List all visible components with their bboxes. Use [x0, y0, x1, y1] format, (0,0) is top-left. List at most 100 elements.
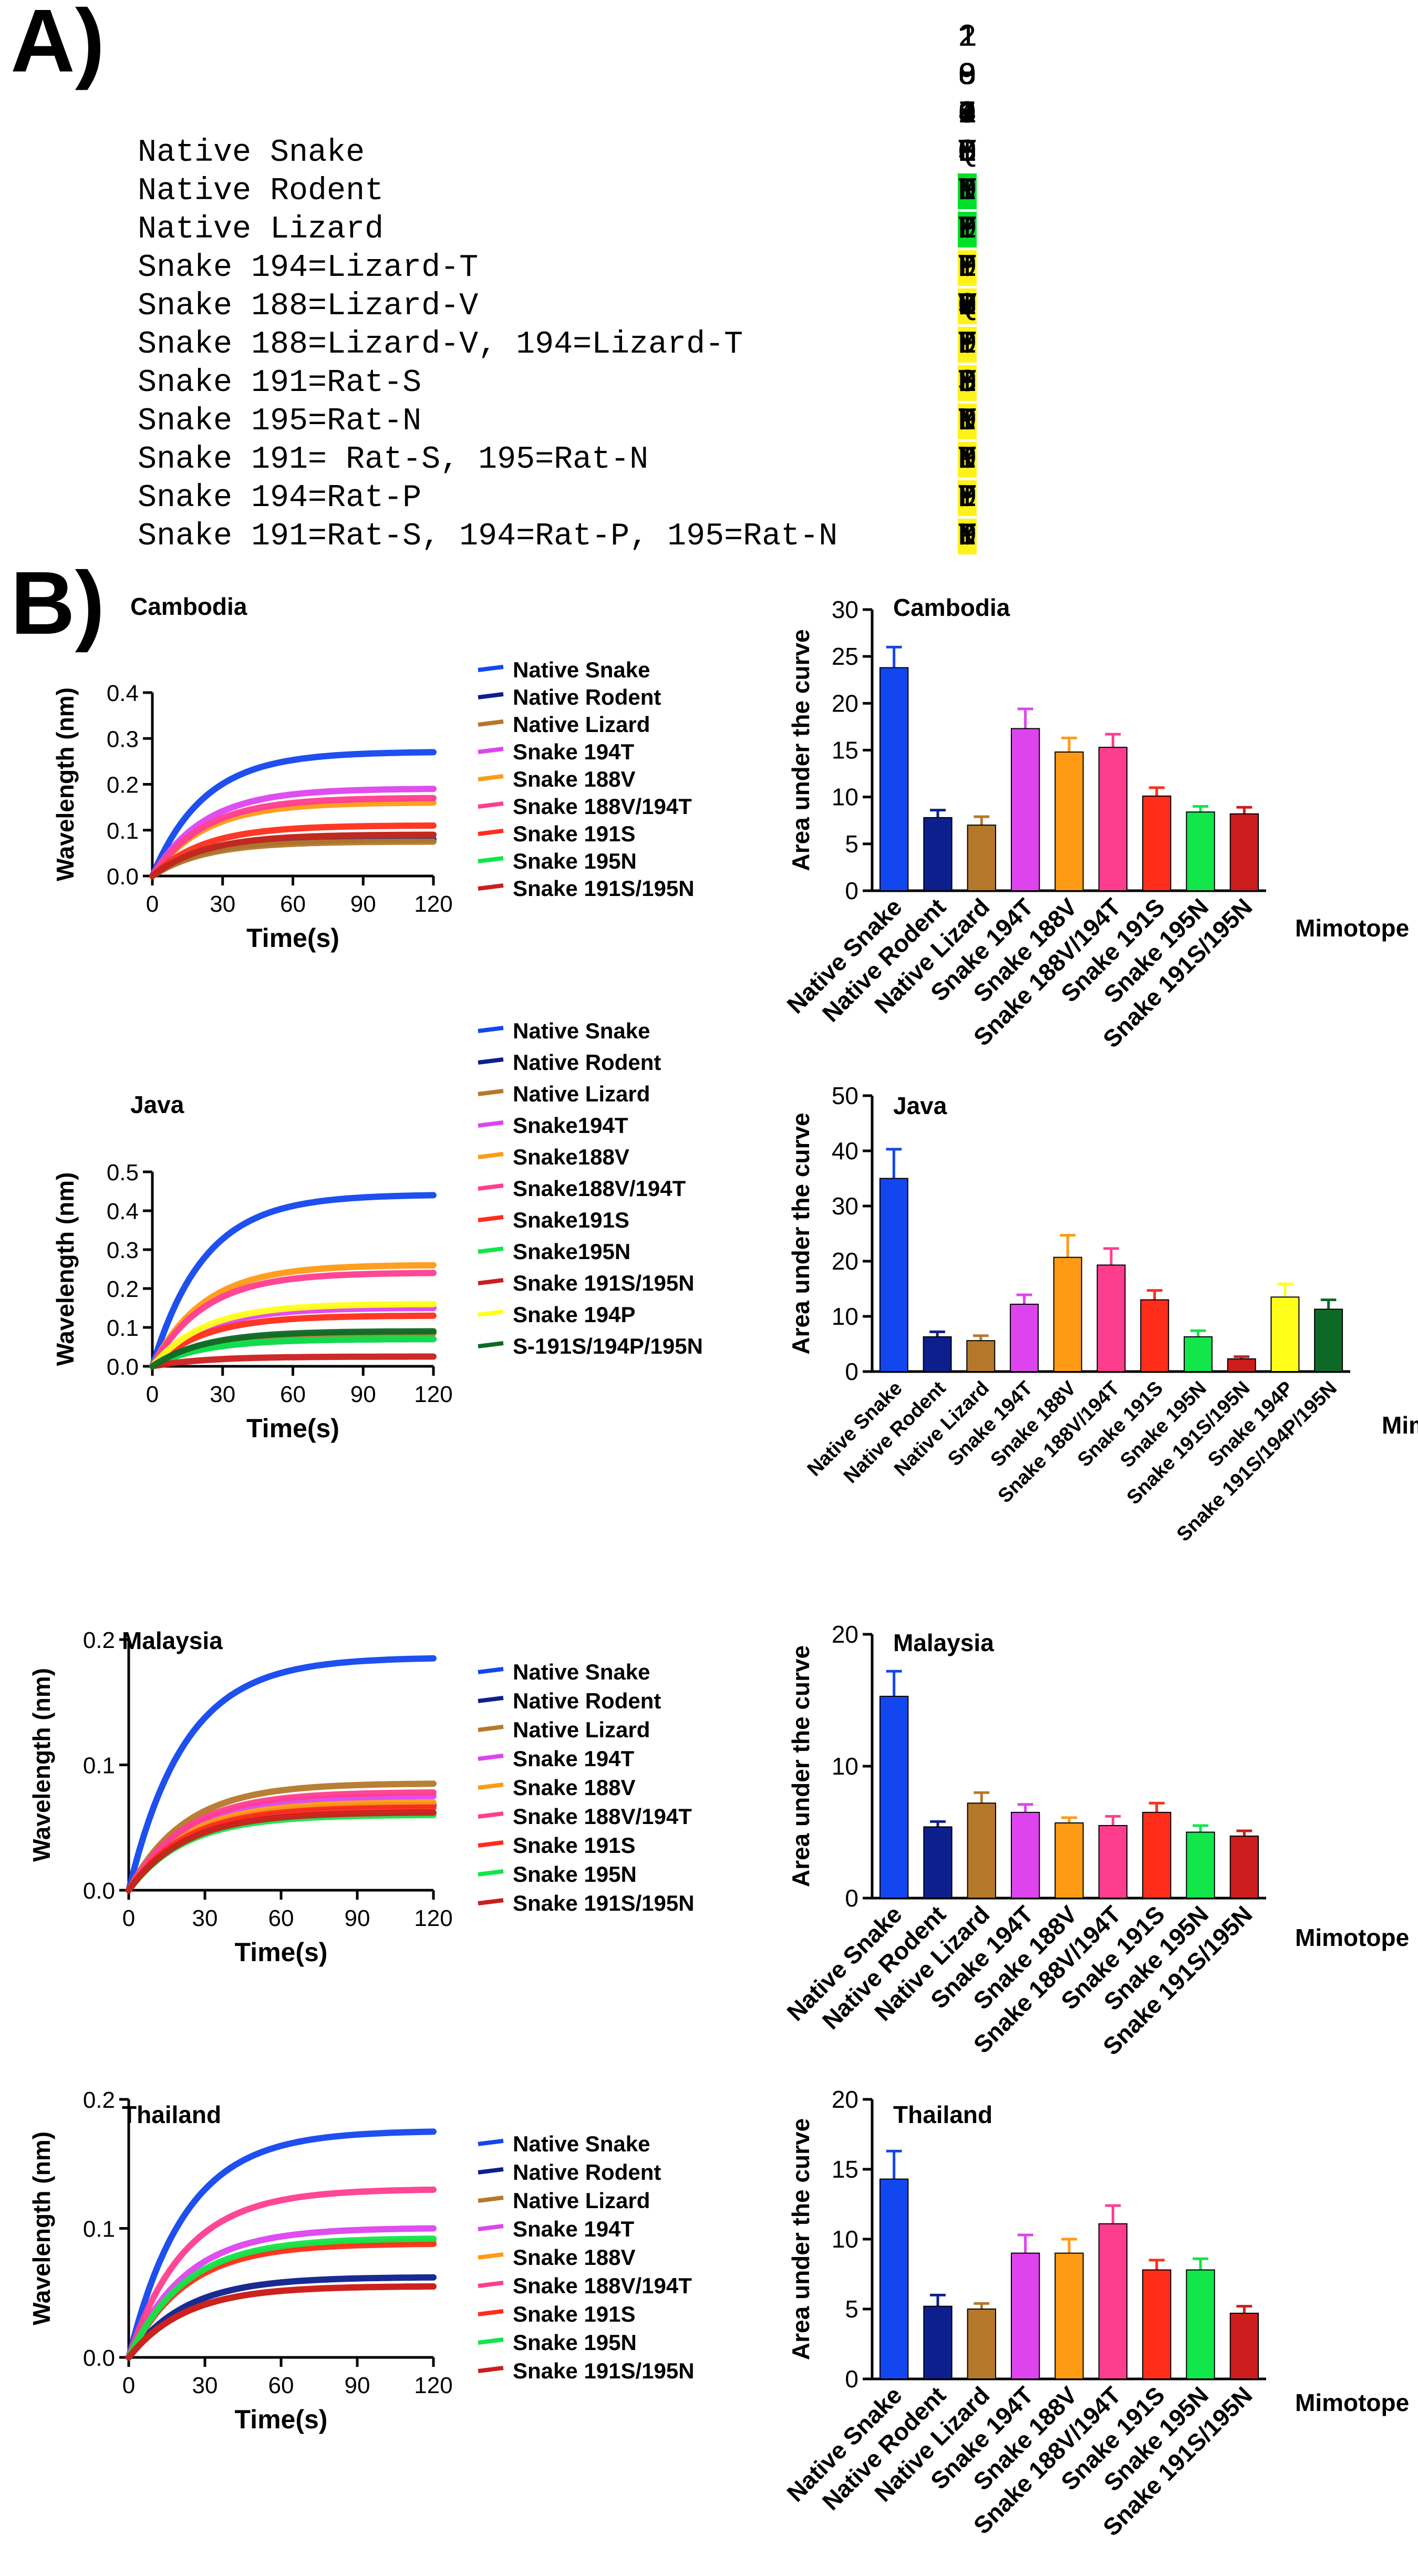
- legend-entry: Snake 191S: [513, 821, 636, 846]
- series-line: [149, 1336, 437, 1369]
- y-tick-label: 0.2: [83, 2087, 115, 2113]
- bar: [923, 1336, 952, 1373]
- legend-swatch: [478, 1869, 504, 1877]
- legend-swatch: [478, 829, 504, 836]
- legend-entry: Snake191S: [513, 1208, 629, 1232]
- bar: [1142, 2269, 1172, 2380]
- y-axis-label: Wavelength (nm): [28, 2131, 55, 2325]
- legend-swatch: [478, 1696, 504, 1703]
- legend-swatch: [478, 1026, 504, 1033]
- x-axis-label: Mimotope: [1382, 1411, 1418, 1439]
- y-tick-label: 0: [845, 1884, 858, 1912]
- legend-swatch: [478, 2337, 504, 2345]
- y-axis-label: Area under the curve: [787, 1112, 814, 1354]
- y-tick-label: 15: [832, 737, 858, 764]
- legend-entry: Snake 188V/194T: [513, 1804, 692, 1829]
- legend-swatch: [478, 1057, 504, 1065]
- y-axis-label: Area under the curve: [787, 2118, 814, 2360]
- series-line: [126, 1780, 437, 1893]
- legend-entry: Snake 195N: [513, 849, 637, 873]
- legend-swatch: [478, 2366, 504, 2373]
- y-tick-label: 20: [832, 689, 858, 717]
- bar: [923, 817, 953, 892]
- legend-entry: Native Lizard: [513, 1081, 650, 1106]
- x-tick-label: 90: [350, 1382, 376, 1407]
- legend-swatch: [478, 1840, 504, 1848]
- bar: [1054, 2252, 1084, 2380]
- series-line: [126, 1809, 437, 1893]
- x-tick-label: 0: [146, 891, 159, 917]
- bar: [1229, 2312, 1259, 2379]
- y-tick-label: 0.3: [107, 1238, 139, 1263]
- bar: [1142, 1811, 1172, 1899]
- legend-swatch: [478, 1152, 504, 1159]
- series-line: [149, 749, 437, 879]
- x-tick-label: 120: [414, 1905, 452, 1931]
- bar: [879, 2178, 909, 2380]
- y-axis-label: Wavelength (nm): [51, 687, 79, 881]
- legend-swatch: [478, 1215, 504, 1222]
- series-line: [126, 2283, 437, 2361]
- alignment-row-label: Snake 191= Rat-S, 195=Rat-N: [138, 442, 649, 478]
- panel-a-label: A): [11, 0, 105, 91]
- legend-entry: Snake188V/194T: [513, 1176, 686, 1201]
- bar: [923, 2305, 953, 2380]
- legend-swatch: [478, 1667, 504, 1674]
- bar: [1054, 1822, 1084, 1899]
- x-tick-label: 30: [192, 1905, 218, 1931]
- legend-swatch: [478, 1089, 504, 1096]
- legend-entry: Native Snake: [513, 2131, 650, 2156]
- x-tick-label: 30: [210, 891, 235, 917]
- bar: [966, 1340, 996, 1372]
- legend-swatch: [478, 2196, 504, 2203]
- y-tick-label: 0: [845, 1358, 858, 1385]
- bar-chart-title: Malaysia: [893, 1629, 994, 1656]
- alignment-row-label: Snake 188=Lizard-V, 194=Lizard-T: [138, 327, 743, 363]
- legend-entry: Snake 191S: [513, 2302, 636, 2326]
- legend-entry: Snake188V: [513, 1145, 629, 1169]
- legend-swatch: [478, 801, 504, 809]
- y-tick-label: 10: [832, 784, 858, 811]
- alignment-row-label: Native Snake: [138, 135, 365, 171]
- x-tick-label: 90: [345, 2373, 370, 2398]
- alignment-row-label: Snake 191=Rat-S: [138, 365, 422, 401]
- y-axis-label: Area under the curve: [787, 1645, 814, 1887]
- bar: [967, 2309, 996, 2379]
- x-axis-label: Mimotope: [1295, 914, 1409, 942]
- y-tick-label: 0.5: [107, 1160, 139, 1186]
- legend-entry: Snake 194T: [513, 739, 634, 764]
- x-axis-label: Mimotope: [1295, 1924, 1409, 1951]
- y-axis-label: Wavelength (nm): [51, 1172, 79, 1366]
- legend-swatch: [478, 719, 504, 727]
- series-line: [149, 1328, 437, 1369]
- bar: [1098, 2223, 1128, 2380]
- legend-swatch: [478, 665, 504, 672]
- x-tick-label: 60: [268, 2373, 294, 2398]
- legend-swatch: [478, 1310, 504, 1317]
- legend-swatch: [478, 774, 504, 781]
- legend-swatch: [478, 2139, 504, 2146]
- y-tick-label: 0.2: [83, 1627, 115, 1653]
- legend-entry: Native Rodent: [513, 2160, 661, 2185]
- bar: [1098, 1825, 1128, 1899]
- y-tick-label: 0.1: [107, 1315, 139, 1341]
- legend-swatch: [478, 1183, 504, 1191]
- series-line: [149, 786, 437, 879]
- legend-entry: Snake 188V/194T: [513, 794, 692, 819]
- bar: [1011, 1811, 1040, 1899]
- bar: [1011, 2252, 1040, 2380]
- bar: [1053, 1256, 1082, 1372]
- bar: [1142, 795, 1172, 891]
- series-line: [126, 2128, 437, 2361]
- bar: [1183, 1336, 1213, 1373]
- legend-entry: Native Lizard: [513, 2188, 650, 2213]
- legend-entry: Snake 194P: [513, 1302, 636, 1327]
- bar: [879, 1695, 909, 1899]
- series-line: [149, 1192, 437, 1369]
- series-line: [149, 1301, 437, 1369]
- legend-entry: Native Snake: [513, 1660, 650, 1684]
- alignment-row-label: Snake 191=Rat-S, 194=Rat-P, 195=Rat-N: [138, 519, 838, 554]
- y-tick-label: 20: [832, 1621, 858, 1648]
- y-tick-label: 10: [832, 2225, 858, 2253]
